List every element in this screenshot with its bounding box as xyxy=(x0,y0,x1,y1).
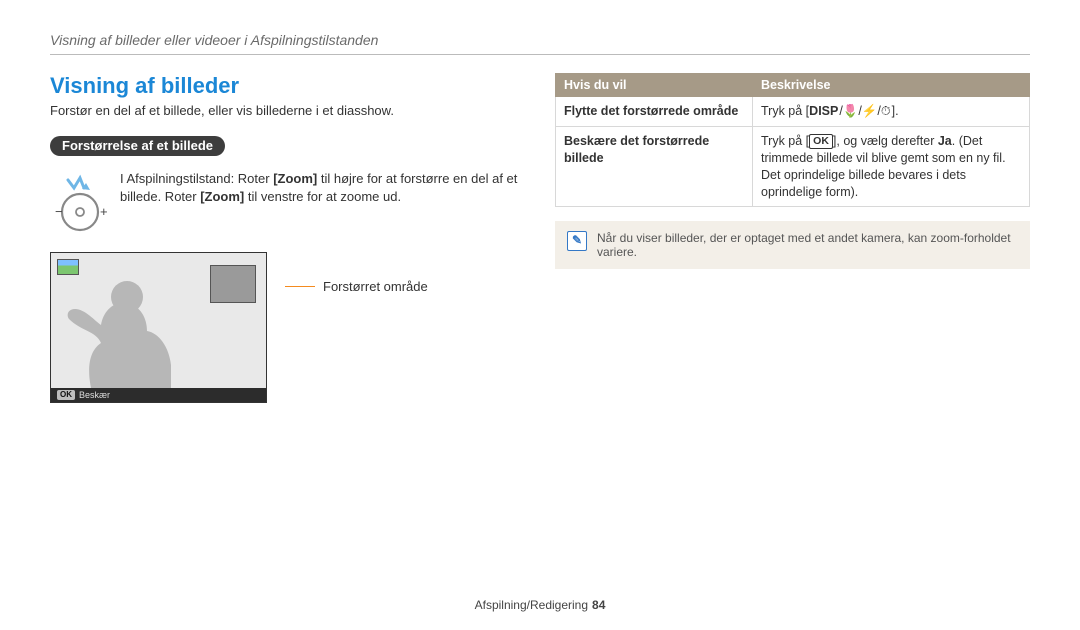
minus-icon: − xyxy=(55,204,63,219)
row-label: Flytte det forstørrede område xyxy=(556,97,753,127)
action-table: Hvis du vil Beskrivelse Flytte det forst… xyxy=(555,73,1030,207)
silhouette-graphic xyxy=(61,273,211,388)
note-icon: ✎ xyxy=(567,231,587,251)
intro-text: Forstør en del af et billede, eller vis … xyxy=(50,103,525,118)
screen-footer-label: Beskær xyxy=(79,390,110,400)
leader-line xyxy=(285,286,315,287)
th-action: Hvis du vil xyxy=(556,74,753,97)
section-title: Visning af billeder xyxy=(50,73,525,99)
note-box: ✎ Når du viser billeder, der er optaget … xyxy=(555,221,1030,269)
leader-label: Forstørret område xyxy=(323,279,428,294)
table-row: Flytte det forstørrede område Tryk på [D… xyxy=(556,97,1030,127)
callout: Forstørret område xyxy=(285,279,428,294)
preview-screen: OK Beskær xyxy=(50,252,267,403)
left-column: Visning af billeder Forstør en del af et… xyxy=(50,73,525,403)
row-desc: Tryk på [DISP/🌷/⚡/⏱]. xyxy=(753,97,1030,127)
page-footer: Afspilning/Redigering84 xyxy=(0,598,1080,612)
divider xyxy=(50,54,1030,55)
ok-icon: OK xyxy=(809,134,833,149)
th-description: Beskrivelse xyxy=(753,74,1030,97)
breadcrumb: Visning af billeder eller videoer i Afsp… xyxy=(50,32,1030,48)
right-column: Hvis du vil Beskrivelse Flytte det forst… xyxy=(555,73,1030,403)
note-text: Når du viser billeder, der er optaget me… xyxy=(597,231,1018,259)
subsection-pill: Forstørrelse af et billede xyxy=(50,136,225,156)
ok-badge-icon: OK xyxy=(57,390,75,400)
table-row: Beskære det forstørrede billede Tryk på … xyxy=(556,126,1030,207)
minimap-box xyxy=(210,265,256,303)
row-desc: Tryk på [OK], og vælg derefter Ja. (Det … xyxy=(753,126,1030,207)
zoom-instruction: I Afspilningstilstand: Roter [Zoom] til … xyxy=(120,170,525,205)
row-label: Beskære det forstørrede billede xyxy=(556,126,753,207)
zoom-dial-diagram: − + xyxy=(50,170,110,236)
disp-icon: DISP xyxy=(809,103,838,120)
plus-icon: + xyxy=(100,204,108,219)
